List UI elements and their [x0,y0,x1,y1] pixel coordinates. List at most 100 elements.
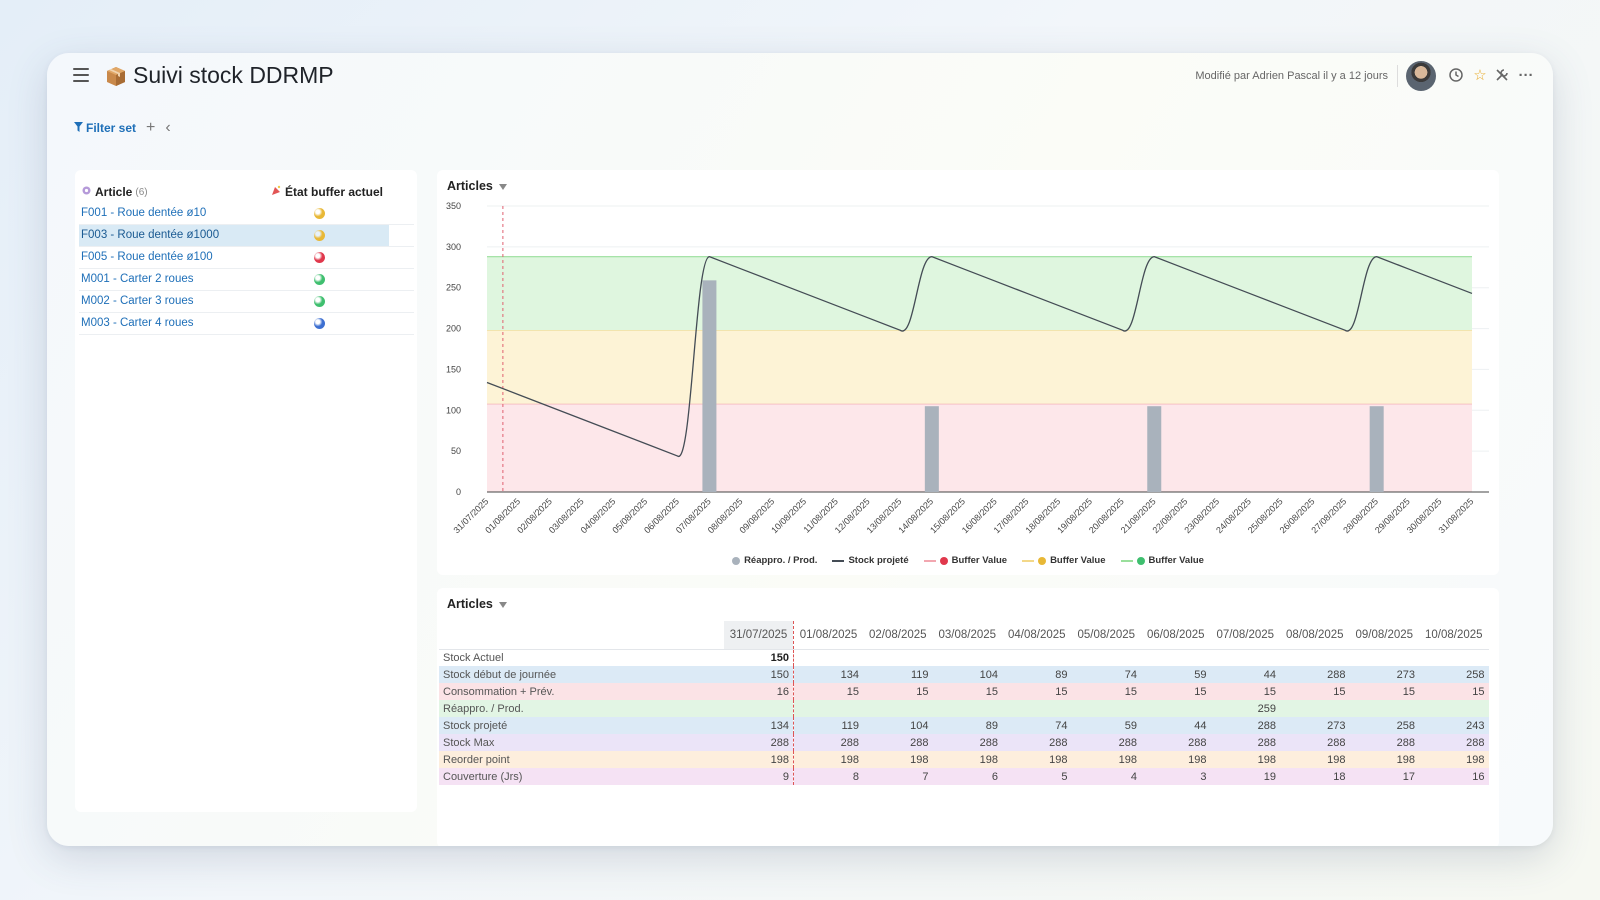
table-cell[interactable]: 104 [863,717,933,734]
column-header-date[interactable]: 06/08/2025 [1141,621,1211,650]
column-header-date[interactable]: 01/08/2025 [793,621,863,650]
table-cell[interactable]: 150 [724,649,794,666]
add-icon[interactable]: + [146,119,156,136]
table-cell[interactable]: 288 [1280,734,1350,751]
legend-buffer-green[interactable]: Buffer Value [1120,555,1204,566]
table-cell[interactable]: 198 [793,751,863,768]
table-cell[interactable]: 3 [1141,768,1211,785]
table-cell[interactable] [1280,649,1350,666]
table-cell[interactable]: 198 [863,751,933,768]
table-cell[interactable]: 198 [1280,751,1350,768]
table-cell[interactable]: 89 [1002,666,1072,683]
table-cell[interactable]: 15 [1210,683,1280,700]
star-icon[interactable]: ☆ [1473,67,1487,84]
table-cell[interactable]: 134 [793,666,863,683]
table-cell[interactable]: 119 [793,717,863,734]
table-cell[interactable]: 16 [724,683,794,700]
table-cell[interactable]: 6 [932,768,1002,785]
table-cell[interactable] [1349,649,1419,666]
table-cell[interactable]: 4 [1071,768,1141,785]
list-item[interactable]: F005 - Roue dentée ø100 [79,247,414,269]
table-cell[interactable]: 288 [793,734,863,751]
list-item[interactable]: M002 - Carter 3 roues [79,291,414,313]
filter-icon[interactable] [498,602,507,608]
table-cell[interactable]: 288 [1141,734,1211,751]
table-cell[interactable]: 8 [793,768,863,785]
table-cell[interactable]: 16 [1419,768,1489,785]
table-cell[interactable]: 288 [1002,734,1072,751]
column-header-date[interactable]: 05/08/2025 [1071,621,1141,650]
table-cell[interactable] [863,700,933,717]
chevron-left-icon[interactable]: ‹ [165,119,171,136]
table-cell[interactable] [1349,700,1419,717]
column-header-date[interactable]: 07/08/2025 [1210,621,1280,650]
list-item[interactable]: M003 - Carter 4 roues [79,313,414,335]
table-cell[interactable]: 15 [932,683,1002,700]
table-cell[interactable] [1002,700,1072,717]
table-cell[interactable]: 5 [1002,768,1072,785]
table-cell[interactable]: 198 [1210,751,1280,768]
table-cell[interactable] [1002,649,1072,666]
table-cell[interactable]: 273 [1349,666,1419,683]
legend-stock[interactable]: Stock projeté [832,555,909,566]
table-cell[interactable]: 134 [724,717,794,734]
column-header-date[interactable]: 03/08/2025 [932,621,1002,650]
more-icon[interactable]: ··· [1518,66,1534,84]
table-cell[interactable]: 44 [1210,666,1280,683]
table-cell[interactable] [932,700,1002,717]
column-header-date[interactable]: 09/08/2025 [1349,621,1419,650]
avatar[interactable] [1406,61,1436,91]
table-cell[interactable] [724,700,794,717]
table-cell[interactable]: 259 [1210,700,1280,717]
column-header-date[interactable]: 08/08/2025 [1280,621,1350,650]
table-cell[interactable]: 19 [1210,768,1280,785]
column-header-date[interactable]: 04/08/2025 [1002,621,1072,650]
table-cell[interactable]: 288 [724,734,794,751]
history-icon[interactable] [1447,66,1465,84]
table-cell[interactable]: 74 [1071,666,1141,683]
table-cell[interactable] [1071,649,1141,666]
col-state[interactable]: État buffer actuel [271,185,383,199]
table-cell[interactable]: 198 [1349,751,1419,768]
table-cell[interactable]: 104 [932,666,1002,683]
table-cell[interactable]: 15 [863,683,933,700]
table-cell[interactable] [1280,700,1350,717]
table-cell[interactable]: 198 [1141,751,1211,768]
legend-buffer-red[interactable]: Buffer Value [923,555,1007,566]
table-cell[interactable]: 288 [1210,717,1280,734]
column-header-date[interactable]: 02/08/2025 [863,621,933,650]
tools-icon[interactable] [1493,66,1511,84]
table-cell[interactable]: 243 [1419,717,1489,734]
table-cell[interactable] [1071,700,1141,717]
table-cell[interactable]: 288 [1349,734,1419,751]
table-cell[interactable]: 17 [1349,768,1419,785]
table-cell[interactable]: 198 [1071,751,1141,768]
table-cell[interactable]: 288 [863,734,933,751]
table-cell[interactable]: 288 [1280,666,1350,683]
table-cell[interactable] [863,649,933,666]
filter-set-button[interactable]: Filter set [74,121,136,135]
table-cell[interactable]: 119 [863,666,933,683]
table-cell[interactable]: 258 [1349,717,1419,734]
table-cell[interactable]: 89 [932,717,1002,734]
table-cell[interactable]: 74 [1002,717,1072,734]
table-cell[interactable]: 59 [1071,717,1141,734]
column-header-date[interactable]: 10/08/2025 [1419,621,1489,650]
col-article[interactable]: Article (6) [81,185,148,199]
table-cell[interactable]: 150 [724,666,794,683]
table-cell[interactable]: 15 [1141,683,1211,700]
table-cell[interactable]: 18 [1280,768,1350,785]
table-cell[interactable]: 9 [724,768,794,785]
table-cell[interactable]: 288 [932,734,1002,751]
table-cell[interactable]: 15 [1002,683,1072,700]
list-item[interactable]: F001 - Roue dentée ø10 [79,203,414,225]
table-cell[interactable]: 198 [1002,751,1072,768]
table-cell[interactable] [1419,649,1489,666]
list-item[interactable]: F003 - Roue dentée ø1000 [79,225,414,247]
table-cell[interactable]: 15 [1280,683,1350,700]
table-cell[interactable] [1419,700,1489,717]
table-cell[interactable]: 198 [724,751,794,768]
table-cell[interactable]: 15 [1419,683,1489,700]
table-cell[interactable] [1141,700,1211,717]
legend-buffer-yellow[interactable]: Buffer Value [1022,555,1106,566]
